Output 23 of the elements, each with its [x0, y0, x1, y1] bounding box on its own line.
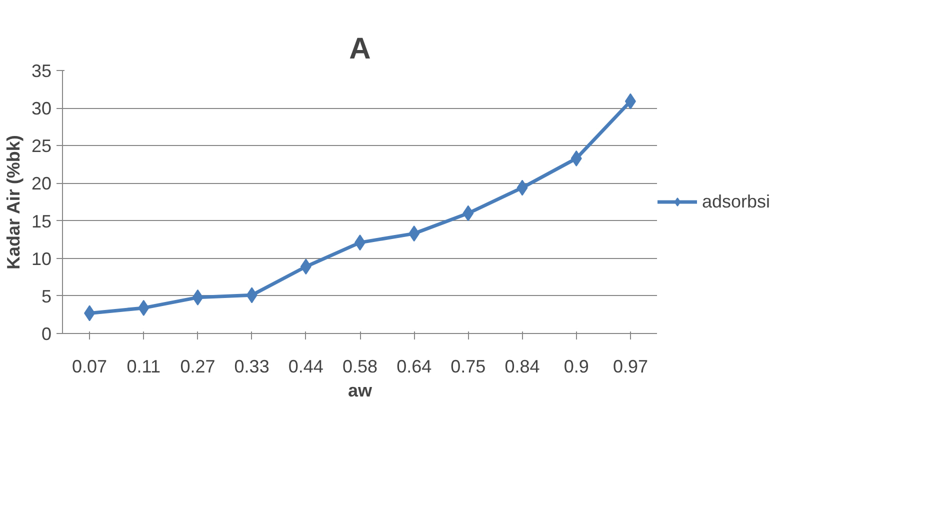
y-tick-label: 20: [31, 174, 52, 194]
legend-label: adsorbsi: [702, 191, 770, 212]
y-tick-label: 35: [31, 61, 52, 81]
chart-title: A: [349, 32, 371, 66]
x-tick-label: 0.84: [504, 356, 540, 376]
y-tick-label: 15: [31, 211, 52, 232]
x-tick-label: 0.27: [180, 356, 216, 376]
y-tick-label: 25: [31, 136, 52, 156]
x-axis-title: aw: [348, 380, 374, 400]
x-tick-label: 0.11: [126, 356, 160, 376]
x-tick-label: 0.64: [396, 356, 432, 376]
y-tick-label: 10: [31, 248, 52, 269]
x-tick-label: 0.97: [612, 356, 648, 376]
y-tick-label: 30: [31, 98, 52, 119]
y-tick-label: 5: [41, 286, 52, 306]
x-tick-label: 0.33: [234, 356, 270, 376]
x-tick-label: 0.9: [564, 356, 589, 376]
x-tick-label: 0.44: [288, 356, 324, 376]
x-tick-label: 0.07: [72, 356, 108, 376]
y-axis-title: Kadar Air (%bk): [3, 135, 24, 270]
x-tick-label: 0.75: [450, 356, 486, 376]
x-tick-label: 0.58: [342, 356, 378, 376]
y-tick-label: 0: [41, 324, 52, 344]
